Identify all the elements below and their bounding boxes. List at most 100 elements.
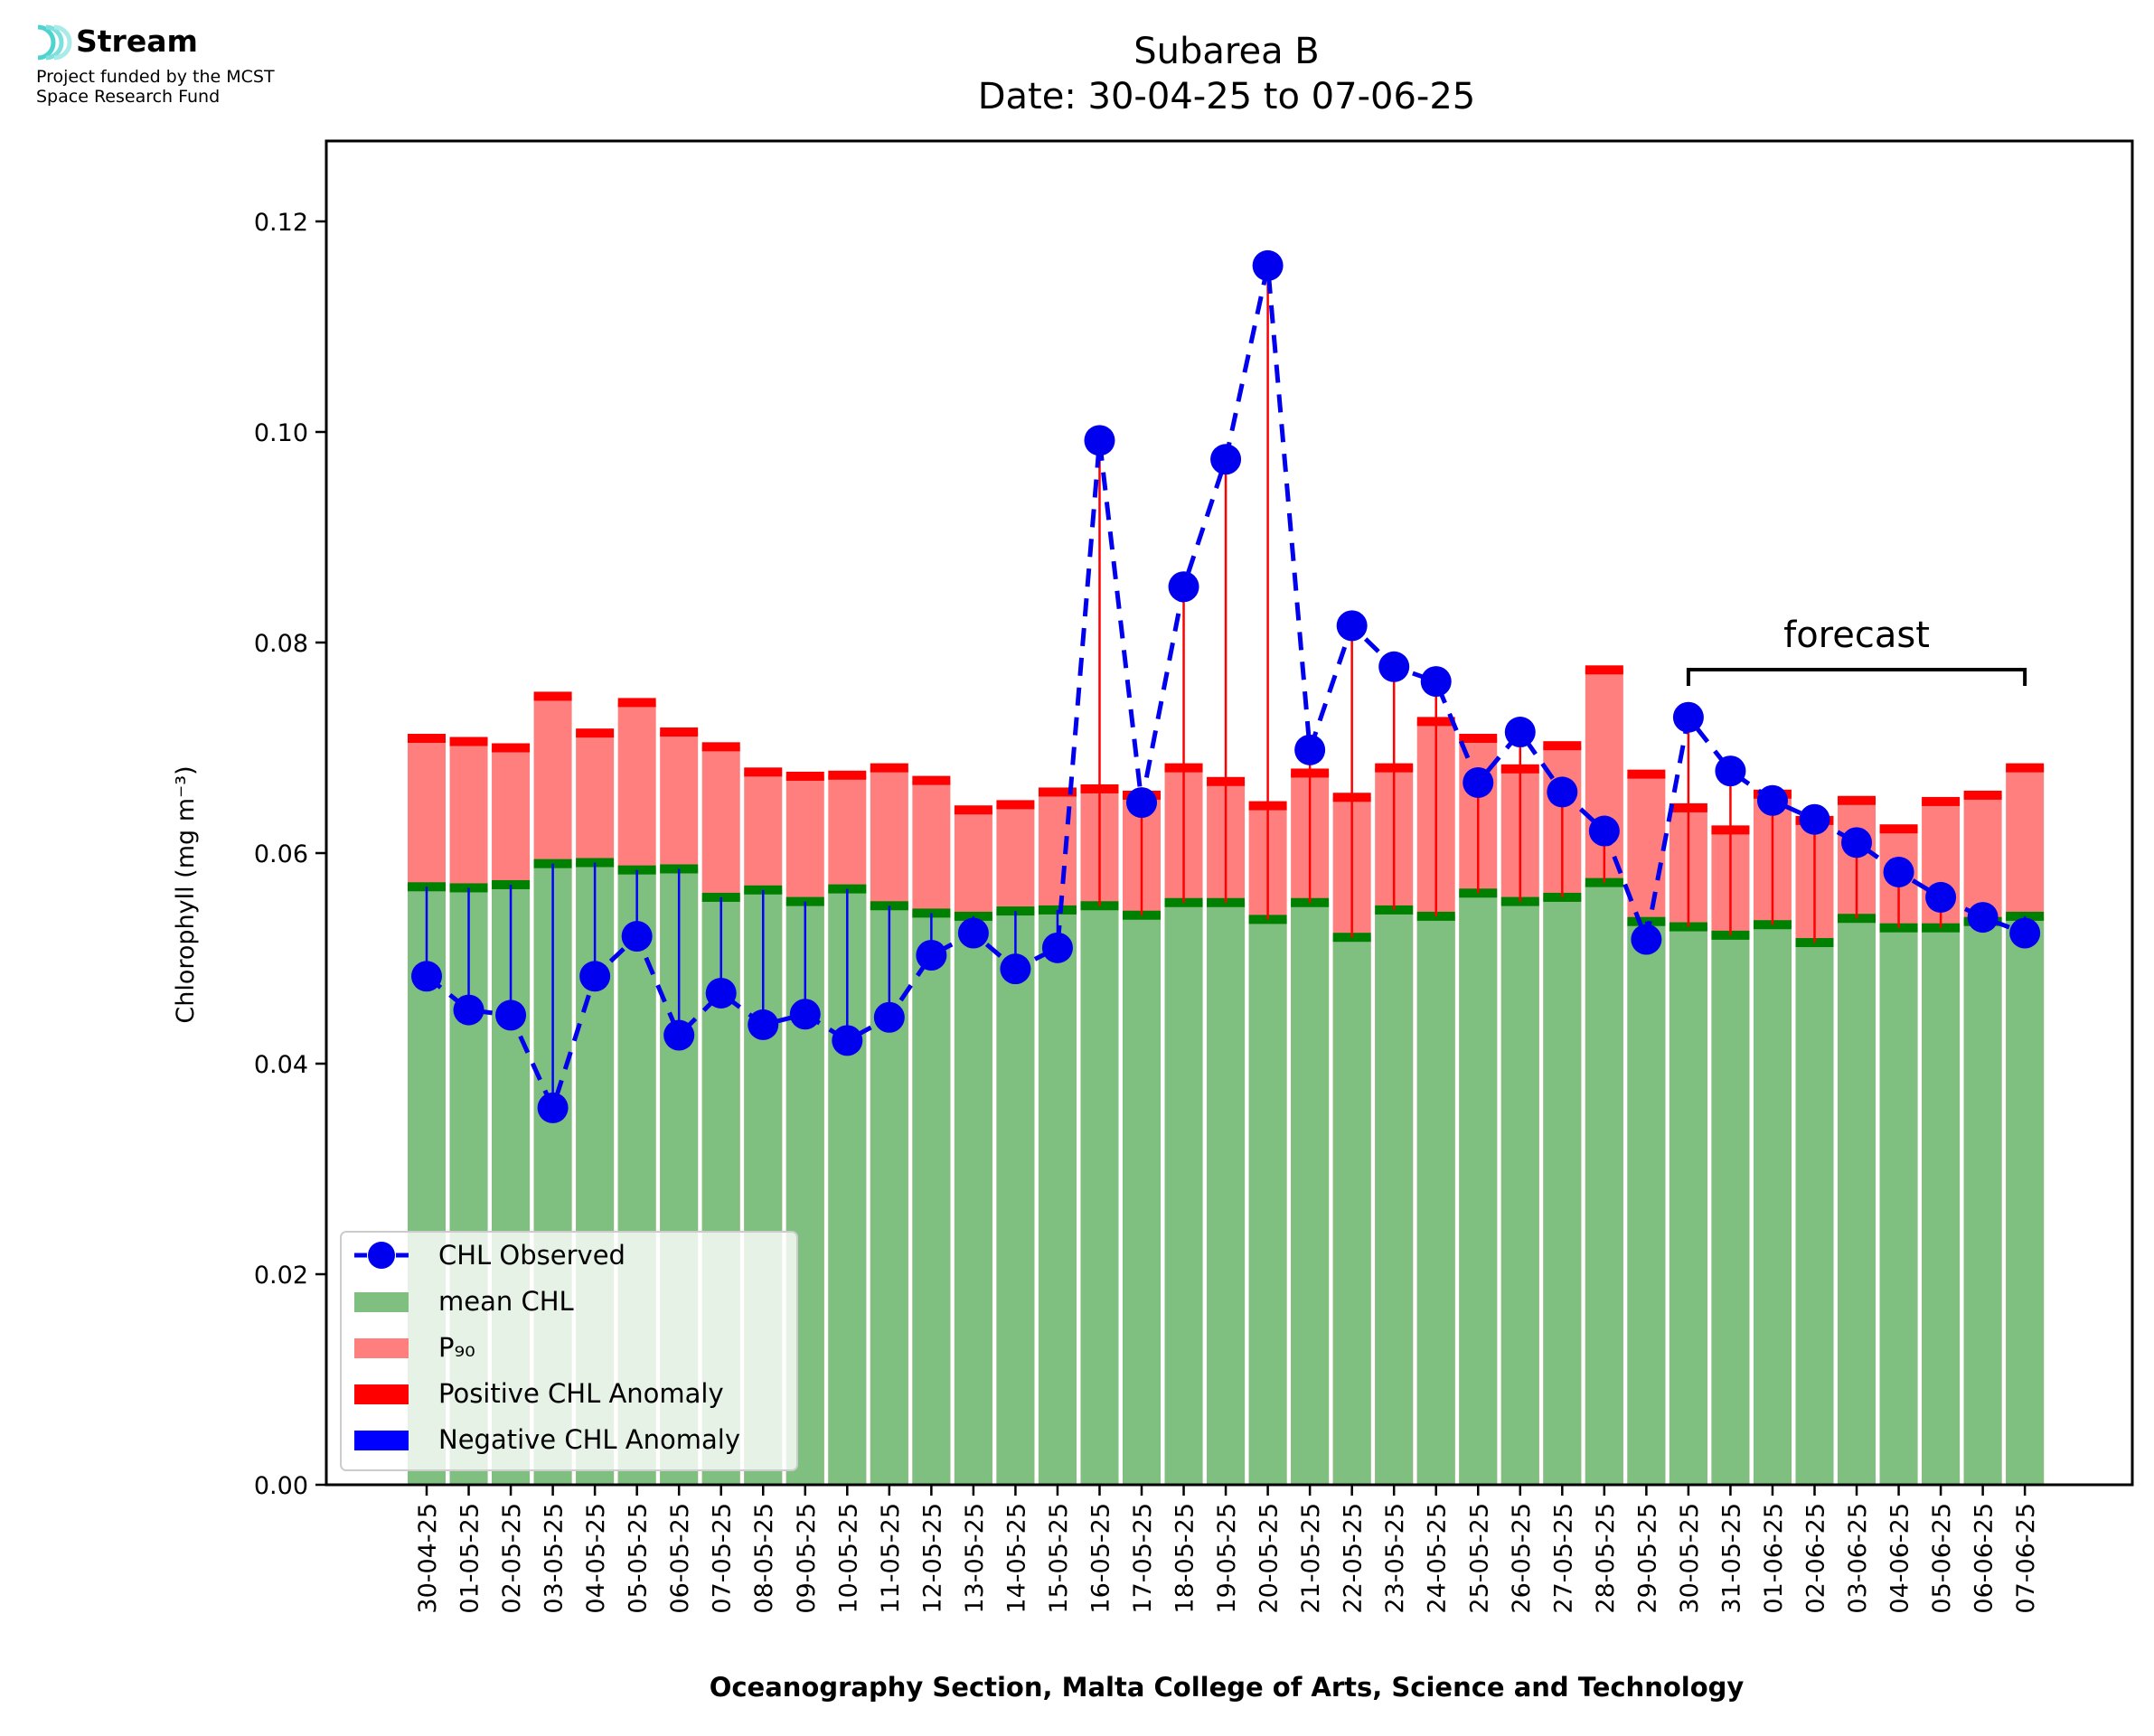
p90-cap (660, 727, 699, 737)
x-tick-label: 11-05-25 (877, 1503, 905, 1614)
y-tick-label: 0.08 (254, 630, 308, 658)
chl-observed-point (916, 940, 947, 971)
chl-observed-point (1210, 444, 1242, 475)
mean-chl-bar (2006, 915, 2045, 1485)
stream-logo-icon (37, 24, 72, 61)
legend: CHL Observed mean CHL P₉₀ Positive CHL A… (340, 1231, 798, 1471)
chl-observed-point (1463, 766, 1494, 798)
x-tick-label: 04-06-25 (1886, 1503, 1914, 1614)
y-tick-label: 0.00 (254, 1472, 308, 1500)
chl-observed-point (1420, 666, 1452, 698)
chl-observed-point (663, 1019, 695, 1051)
x-axis-ticks: 30-04-25 01-05-25 02-05-25 03-05-25 04-05-25… (414, 1485, 2040, 1614)
y-tick-label: 0.04 (254, 1051, 308, 1079)
mean-chl-bar (1416, 915, 1455, 1485)
p90-cap (533, 691, 572, 701)
mean-chl-bar (1164, 902, 1203, 1485)
mean-chl-bar (1627, 921, 1666, 1485)
p90-cap (912, 775, 951, 785)
x-tick-label: 02-05-25 (498, 1503, 526, 1614)
mean-chl-bar (1879, 927, 1918, 1485)
p90-cap (744, 767, 783, 777)
legend-positive-swatch (354, 1384, 409, 1404)
chl-observed-point (1168, 571, 1199, 603)
chl-observed-point (1378, 651, 1410, 682)
x-tick-label: 02-06-25 (1801, 1503, 1829, 1614)
chl-observed-point (1336, 610, 1368, 642)
x-tick-label: 29-05-25 (1633, 1503, 1661, 1614)
p90-cap (1879, 824, 1918, 834)
x-tick-label: 01-05-25 (456, 1503, 484, 1614)
x-tick-label: 12-05-25 (918, 1503, 946, 1614)
chl-observed-point (1883, 856, 1914, 887)
chl-observed-point (705, 977, 737, 1009)
chl-observed-point (1967, 902, 1999, 934)
chl-observed-point (957, 917, 989, 949)
x-tick-label: 21-05-25 (1297, 1503, 1325, 1614)
legend-item-positive-anomaly: Positive CHL Anomaly (354, 1378, 724, 1409)
mean-cap (1879, 923, 1918, 933)
p90-cap (828, 770, 867, 780)
anomaly-lines-layer (425, 265, 2027, 1108)
legend-box (340, 1231, 798, 1471)
x-tick-label: 14-05-25 (1002, 1503, 1030, 1614)
chl-observed-point (2009, 917, 2041, 949)
chl-observed-point (1588, 815, 1620, 847)
mean-chl-bar (1080, 906, 1119, 1485)
stream-logo: Stream Project funded by the MCST Space … (34, 22, 275, 107)
chl-observed-point (1126, 787, 1158, 819)
x-tick-label: 24-05-25 (1424, 1503, 1452, 1614)
forecast-label: forecast (1783, 615, 1930, 656)
x-tick-label: 19-05-25 (1213, 1503, 1241, 1614)
chl-observed-point (495, 999, 527, 1031)
chl-observed-point (789, 999, 821, 1030)
legend-label-negative-anomaly: Negative CHL Anomaly (438, 1424, 740, 1455)
p90-cap (576, 728, 615, 738)
chl-observed-point (1294, 734, 1326, 765)
observed-series-layer (411, 249, 2041, 1123)
legend-item-p90: P₉₀ (354, 1332, 475, 1363)
p90-cap (1459, 734, 1498, 744)
logo-brand-name: Stream (76, 23, 198, 59)
mean-chl-bar (1207, 902, 1246, 1485)
x-tick-label: 01-06-25 (1760, 1503, 1788, 1614)
legend-label-positive-anomaly: Positive CHL Anomaly (438, 1378, 724, 1409)
mean-chl-bar (1291, 902, 1330, 1485)
mean-chl-bar (1332, 937, 1371, 1485)
p90-cap (1922, 796, 1961, 806)
x-tick-label: 13-05-25 (961, 1503, 989, 1614)
mean-chl-bar (1922, 927, 1961, 1485)
chl-observed-point (1672, 701, 1704, 733)
legend-item-negative-anomaly: Negative CHL Anomaly (354, 1424, 740, 1455)
logo-funding-line-1: Project funded by the MCST (36, 67, 275, 87)
x-tick-label: 16-05-25 (1086, 1503, 1115, 1614)
y-axis-label: Chlorophyll (mg m⁻³) (172, 765, 200, 1023)
y-tick-label: 0.06 (254, 840, 308, 868)
chl-observed-point (1925, 881, 1957, 913)
x-tick-label: 15-05-25 (1045, 1503, 1073, 1614)
legend-item-mean-chl: mean CHL (354, 1286, 574, 1317)
p90-cap (2006, 763, 2045, 773)
p90-cap (701, 742, 740, 752)
legend-label-mean-chl: mean CHL (438, 1286, 574, 1317)
mean-cap (1922, 923, 1961, 933)
chl-observed-point (1799, 803, 1830, 835)
chl-observed-point (1841, 827, 1873, 859)
x-tick-label: 30-04-25 (414, 1503, 442, 1614)
x-axis-label: Oceanography Section, Malta College of A… (710, 1672, 1745, 1703)
p90-cap (1627, 769, 1666, 779)
x-tick-label: 26-05-25 (1508, 1503, 1536, 1614)
y-tick-label: 0.10 (254, 419, 308, 447)
x-tick-label: 10-05-25 (834, 1503, 862, 1614)
x-tick-label: 22-05-25 (1340, 1503, 1368, 1614)
x-tick-label: 27-05-25 (1549, 1503, 1577, 1614)
p90-cap (1038, 787, 1077, 797)
legend-negative-swatch (354, 1431, 409, 1450)
mean-chl-bar (954, 915, 992, 1485)
x-tick-label: 06-06-25 (1971, 1503, 1999, 1614)
x-tick-label: 04-05-25 (582, 1503, 610, 1614)
x-tick-label: 06-05-25 (666, 1503, 694, 1614)
x-tick-label: 05-05-25 (625, 1503, 653, 1614)
y-axis-ticks: 0.00 0.02 0.04 0.06 0.08 0.10 0.12 (254, 209, 326, 1500)
